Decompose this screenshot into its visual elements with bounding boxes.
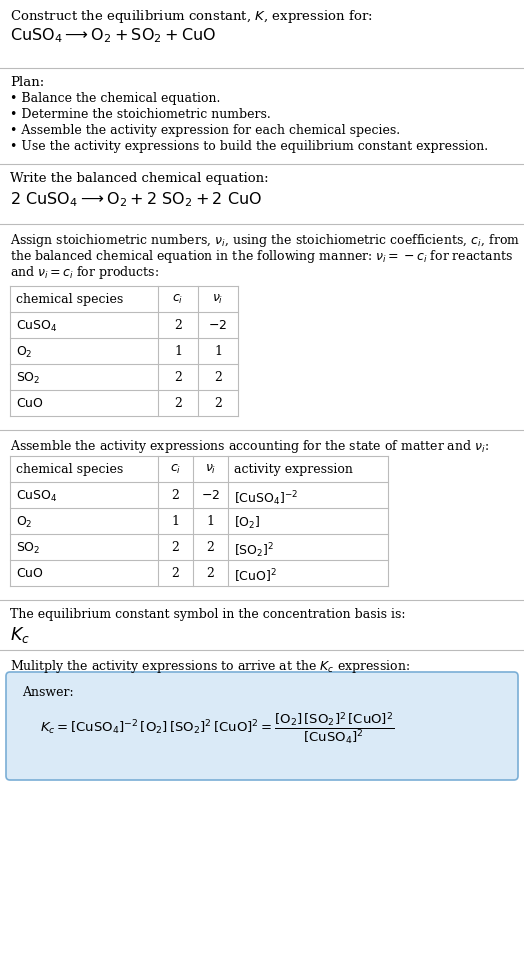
- Text: $c_i$: $c_i$: [170, 463, 181, 476]
- Text: • Balance the chemical equation.: • Balance the chemical equation.: [10, 92, 221, 105]
- Text: $\mathrm{CuSO_4}$: $\mathrm{CuSO_4}$: [16, 489, 58, 504]
- Text: • Use the activity expressions to build the equilibrium constant expression.: • Use the activity expressions to build …: [10, 140, 488, 153]
- Text: $2\ \mathrm{CuSO_4} \longrightarrow \mathrm{O_2} + 2\ \mathrm{SO_2} + 2\ \mathrm: $2\ \mathrm{CuSO_4} \longrightarrow \mat…: [10, 190, 262, 209]
- Text: $[\mathrm{O_2}]$: $[\mathrm{O_2}]$: [234, 515, 260, 531]
- Text: $\mathrm{O_2}$: $\mathrm{O_2}$: [16, 515, 32, 530]
- Text: $\mathrm{CuSO_4}$: $\mathrm{CuSO_4}$: [16, 319, 58, 334]
- Text: 1: 1: [174, 345, 182, 358]
- Text: $\mathrm{O_2}$: $\mathrm{O_2}$: [16, 345, 32, 360]
- Text: chemical species: chemical species: [16, 463, 123, 476]
- Text: Answer:: Answer:: [22, 686, 74, 699]
- Text: 2: 2: [214, 397, 222, 410]
- Text: 2: 2: [174, 319, 182, 332]
- Text: $K_c$: $K_c$: [10, 625, 30, 645]
- Text: $[\mathrm{CuO}]^2$: $[\mathrm{CuO}]^2$: [234, 567, 277, 585]
- Text: $K_c = [\mathrm{CuSO_4}]^{-2}\,[\mathrm{O_2}]\,[\mathrm{SO_2}]^2\,[\mathrm{CuO}]: $K_c = [\mathrm{CuSO_4}]^{-2}\,[\mathrm{…: [40, 711, 395, 747]
- Text: the balanced chemical equation in the following manner: $\nu_i = -c_i$ for react: the balanced chemical equation in the fo…: [10, 248, 513, 265]
- Text: Assign stoichiometric numbers, $\nu_i$, using the stoichiometric coefficients, $: Assign stoichiometric numbers, $\nu_i$, …: [10, 232, 520, 249]
- Text: The equilibrium constant symbol in the concentration basis is:: The equilibrium constant symbol in the c…: [10, 608, 406, 621]
- Text: $c_i$: $c_i$: [172, 293, 183, 306]
- Text: 2: 2: [171, 489, 179, 502]
- Text: chemical species: chemical species: [16, 293, 123, 306]
- Text: and $\nu_i = c_i$ for products:: and $\nu_i = c_i$ for products:: [10, 264, 159, 281]
- Text: • Determine the stoichiometric numbers.: • Determine the stoichiometric numbers.: [10, 108, 271, 121]
- Text: Mulitply the activity expressions to arrive at the $K_c$ expression:: Mulitply the activity expressions to arr…: [10, 658, 410, 675]
- Text: Assemble the activity expressions accounting for the state of matter and $\nu_i$: Assemble the activity expressions accoun…: [10, 438, 489, 455]
- Text: 1: 1: [206, 515, 214, 528]
- Text: $\mathrm{SO_2}$: $\mathrm{SO_2}$: [16, 371, 40, 386]
- Text: 2: 2: [206, 541, 214, 554]
- Text: Plan:: Plan:: [10, 76, 44, 89]
- FancyBboxPatch shape: [6, 672, 518, 780]
- Text: Construct the equilibrium constant, $K$, expression for:: Construct the equilibrium constant, $K$,…: [10, 8, 373, 25]
- Text: $\mathrm{SO_2}$: $\mathrm{SO_2}$: [16, 541, 40, 556]
- Text: $[\mathrm{SO_2}]^2$: $[\mathrm{SO_2}]^2$: [234, 541, 274, 560]
- Text: $\nu_i$: $\nu_i$: [212, 293, 224, 306]
- Text: $\nu_i$: $\nu_i$: [205, 463, 216, 476]
- Text: 2: 2: [174, 397, 182, 410]
- Text: 2: 2: [171, 541, 179, 554]
- Text: Write the balanced chemical equation:: Write the balanced chemical equation:: [10, 172, 269, 185]
- Text: 1: 1: [214, 345, 222, 358]
- Text: 2: 2: [171, 567, 179, 580]
- Text: activity expression: activity expression: [234, 463, 353, 476]
- Text: 2: 2: [206, 567, 214, 580]
- Text: $\mathrm{CuSO_4} \longrightarrow \mathrm{O_2 + SO_2 + CuO}$: $\mathrm{CuSO_4} \longrightarrow \mathrm…: [10, 26, 216, 45]
- Text: 2: 2: [174, 371, 182, 384]
- Text: $\mathrm{CuO}$: $\mathrm{CuO}$: [16, 397, 44, 410]
- Text: $-2$: $-2$: [209, 319, 227, 332]
- Text: • Assemble the activity expression for each chemical species.: • Assemble the activity expression for e…: [10, 124, 400, 137]
- Text: $-2$: $-2$: [201, 489, 220, 502]
- Text: 2: 2: [214, 371, 222, 384]
- Text: 1: 1: [171, 515, 180, 528]
- Text: $\mathrm{CuO}$: $\mathrm{CuO}$: [16, 567, 44, 580]
- Text: $[\mathrm{CuSO_4}]^{-2}$: $[\mathrm{CuSO_4}]^{-2}$: [234, 489, 298, 507]
